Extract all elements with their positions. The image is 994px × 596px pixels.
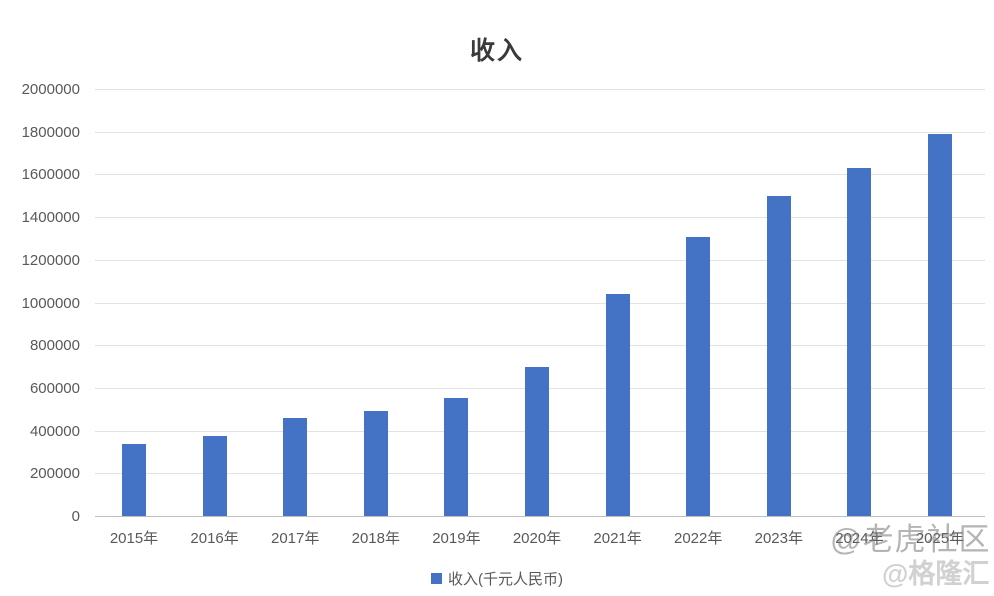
y-tick-label: 1800000 <box>21 123 80 141</box>
gridline <box>95 89 985 90</box>
y-tick-label: 200000 <box>29 465 80 483</box>
x-tick-label: 2021年 <box>593 530 642 547</box>
legend: 收入(千元人民币) <box>0 568 994 589</box>
y-tick-label: 1000000 <box>21 294 80 312</box>
x-tick-label: 2015年 <box>109 530 159 547</box>
watermark-gelonghui: @格隆汇 <box>882 559 990 589</box>
gridline <box>95 174 985 176</box>
bar-2023年 <box>766 195 791 516</box>
chart-title: 收入 <box>469 37 524 65</box>
plot-area <box>95 89 985 517</box>
x-tick-label: 2018年 <box>351 530 400 547</box>
x-tick-label: 2023年 <box>754 530 803 547</box>
y-tick-label: 1400000 <box>21 209 80 227</box>
y-tick-label: 1600000 <box>21 166 80 184</box>
y-tick-label: 800000 <box>29 337 80 355</box>
legend-swatch-icon <box>431 573 442 584</box>
gridline <box>95 302 985 304</box>
x-tick-label: 2016年 <box>190 530 239 547</box>
x-tick-label: 2019年 <box>432 530 481 547</box>
bar-2020年 <box>525 366 549 516</box>
bar-2016年 <box>202 435 227 516</box>
gridline <box>95 259 985 261</box>
x-tick-label: 2022年 <box>674 530 723 547</box>
gridline <box>95 217 985 219</box>
legend-label: 收入(千元人民币) <box>448 571 563 588</box>
bar-2017年 <box>283 417 308 516</box>
bar-2019年 <box>444 397 469 516</box>
x-tick-label: 2017年 <box>271 530 320 547</box>
bar-2018年 <box>363 411 388 516</box>
gridline <box>95 131 985 133</box>
y-axis-labels: 0 200000 400000 600000 800000 1000000 1200000 1… <box>0 82 80 524</box>
bar-2025年 <box>928 133 952 516</box>
bar-2024年 <box>847 168 872 516</box>
bar-2021年 <box>605 293 630 516</box>
y-tick-label: 2000000 <box>21 81 80 98</box>
x-axis-labels: 2015年 2016年 2017年 2018年 2019年 2020年 2021年 2022年… <box>95 527 985 549</box>
x-axis-line <box>95 516 985 517</box>
y-tick-label: 400000 <box>29 422 80 440</box>
x-tick-label: 2024年 <box>835 530 884 547</box>
y-tick-label: 1200000 <box>21 251 80 269</box>
bar-2022年 <box>686 237 711 516</box>
watermark-tiger-community: @老虎社区 <box>830 522 991 557</box>
gridline <box>95 345 985 347</box>
y-tick-label: 600000 <box>29 379 80 397</box>
y-tick-label: 0 <box>71 508 80 525</box>
x-tick-label: 2025年 <box>915 530 965 547</box>
bar-2015年 <box>122 444 146 516</box>
x-tick-label: 2020年 <box>512 530 562 547</box>
